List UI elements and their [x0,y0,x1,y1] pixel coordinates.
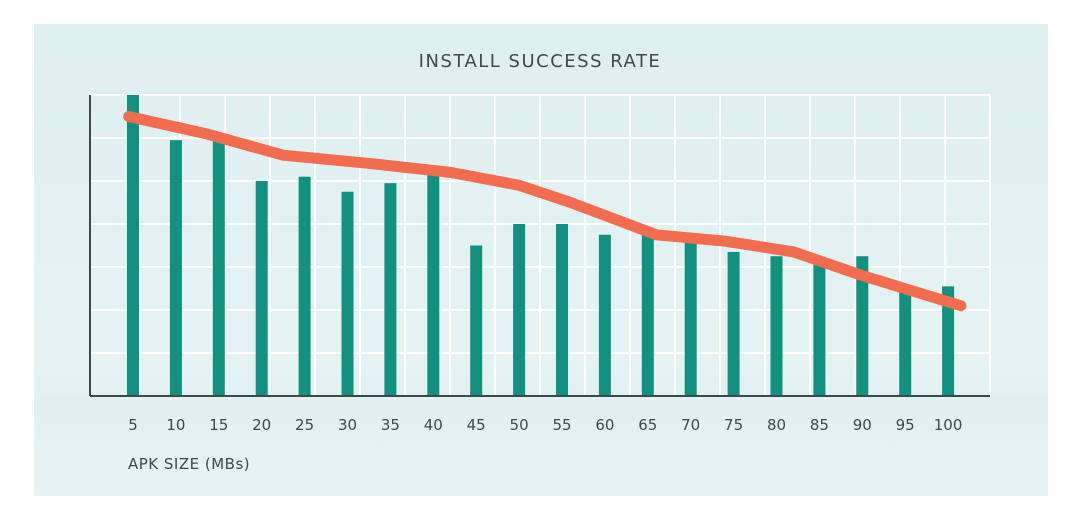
bar [127,95,139,396]
bar [255,181,268,396]
x-tick-label: 50 [510,416,529,434]
x-tick-label: 35 [381,416,400,434]
x-tick-label: 15 [209,416,228,434]
x-tick-label: 10 [166,416,185,434]
bar [641,228,654,396]
x-tick-label: 65 [638,416,657,434]
x-tick-label: 75 [724,416,743,434]
x-tick-label: 70 [681,416,700,434]
bar [727,251,740,396]
bar [169,140,182,396]
bar [813,260,826,396]
chart-grid [89,94,991,397]
x-tick-label: 95 [896,416,915,434]
x-tick-label: 85 [810,416,829,434]
bar [513,224,526,396]
x-tick-label: 20 [252,416,271,434]
x-tick-label: 55 [552,416,571,434]
x-tick-label: 5 [128,416,138,434]
bar [212,138,225,396]
bar [598,234,611,396]
bar [856,256,869,396]
bar [899,286,912,396]
x-tick-label: 40 [424,416,443,434]
x-tick-label: 80 [767,416,786,434]
x-tick-label: 30 [338,416,357,434]
x-tick-label: 90 [853,416,872,434]
bar [684,241,697,396]
bar [770,256,783,396]
bar [427,168,440,396]
bar [470,245,483,396]
bar [341,191,354,396]
bar-series [127,95,955,396]
bar [384,183,397,396]
panel-shade [34,406,1048,496]
x-tick-label: 25 [295,416,314,434]
bar [556,224,568,396]
x-tick-label: 100 [934,416,963,434]
trend-line [123,111,967,312]
x-axis-label: APK SIZE (MBs) [128,455,250,473]
x-tick-labels: 5 10 15 20 25 30 35 40 45 50 55 60 65 70 75 80 85 90 95 100 [128,416,962,434]
bar [298,176,311,396]
bar [942,286,955,396]
chart-axes [89,95,990,397]
x-tick-label: 45 [467,416,486,434]
x-tick-label: 60 [595,416,614,434]
chart-title: INSTALL SUCCESS RATE [419,51,662,72]
